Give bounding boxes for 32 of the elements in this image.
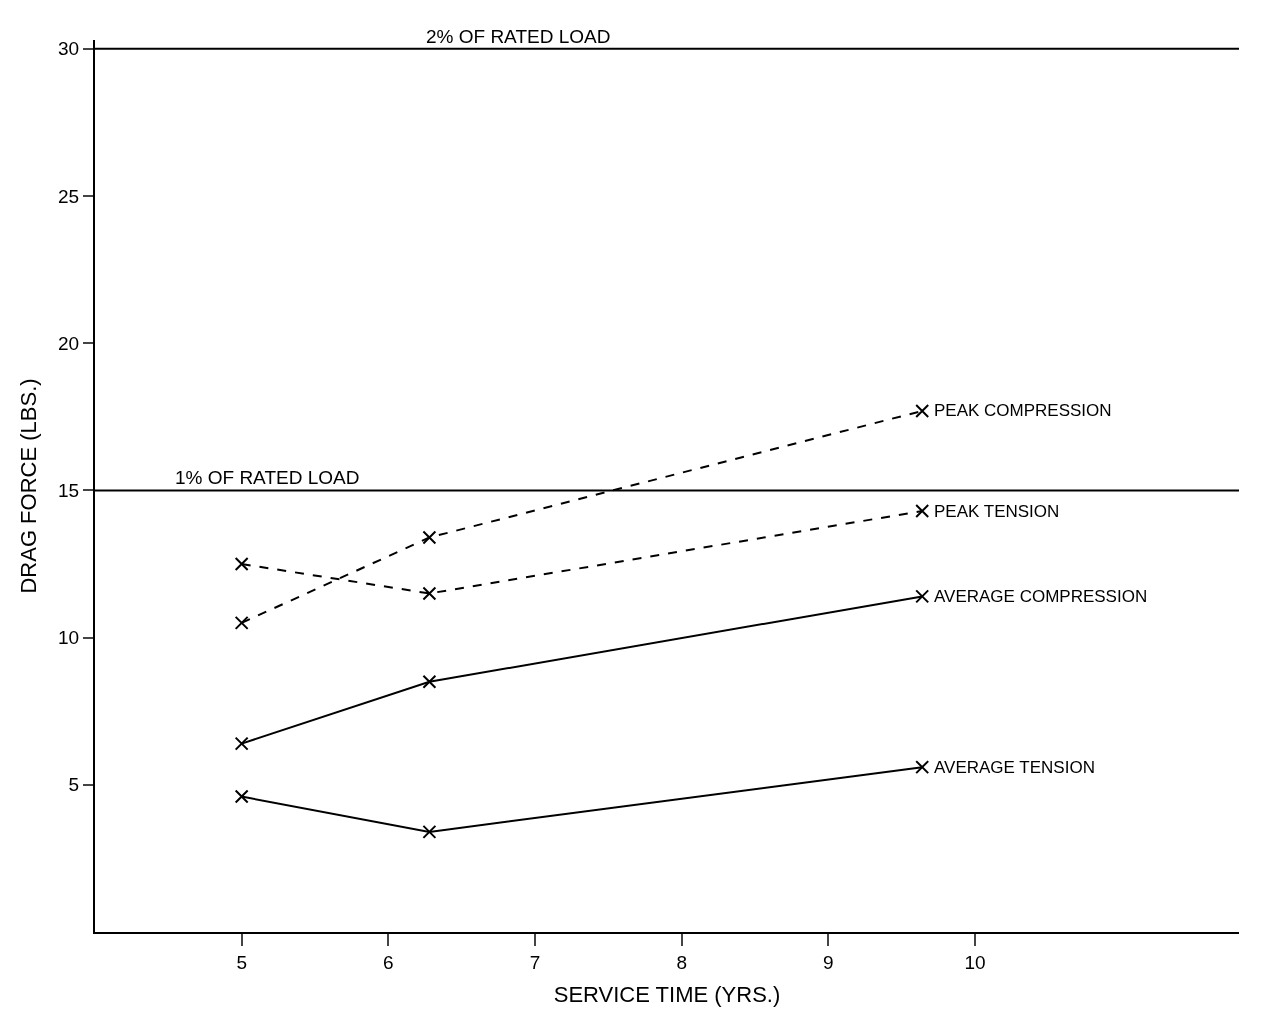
ref-line-label: 2% OF RATED LOAD <box>426 26 611 47</box>
point <box>915 403 930 418</box>
point <box>422 586 437 601</box>
point <box>422 674 437 689</box>
y-axis-title: DRAG FORCE (LBS.) <box>16 378 42 594</box>
point <box>422 824 437 839</box>
point <box>234 615 249 630</box>
y-tick-label: 15 <box>58 480 80 502</box>
point <box>422 530 437 545</box>
series-label: AVERAGE TENSION <box>934 758 1095 777</box>
point <box>234 789 249 804</box>
x-tick-label: 6 <box>383 951 394 973</box>
y-tick-label: 25 <box>58 185 80 207</box>
point <box>234 557 249 572</box>
x-tick-label: 10 <box>964 951 986 973</box>
x-tick-label: 8 <box>676 951 687 973</box>
series-label: PEAK COMPRESSION <box>934 401 1112 420</box>
series-label: AVERAGE COMPRESSION <box>934 587 1148 606</box>
y-tick-label: 10 <box>58 627 80 649</box>
y-tick-label: 30 <box>58 38 80 60</box>
point <box>234 736 249 751</box>
ref-line-label: 1% OF RATED LOAD <box>175 467 360 488</box>
x-tick-label: 7 <box>529 951 541 973</box>
x-tick-label: 5 <box>236 951 247 973</box>
point <box>915 504 930 519</box>
point <box>915 589 930 604</box>
y-tick-label: 5 <box>68 774 80 796</box>
x-axis-title: SERVICE TIME (YRS.) <box>553 982 781 1008</box>
point <box>915 760 930 775</box>
y-tick-label: 20 <box>58 332 80 354</box>
series-label: PEAK TENSION <box>934 502 1060 521</box>
x-tick-label: 9 <box>823 951 834 973</box>
